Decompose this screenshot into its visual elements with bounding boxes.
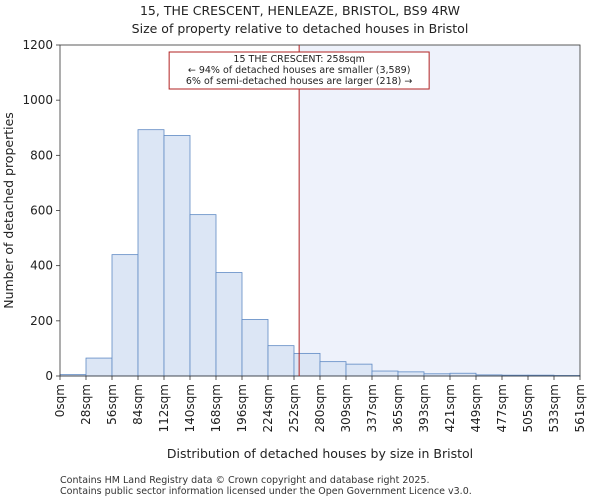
- y-tick-label: 1000: [22, 93, 53, 107]
- y-tick-label: 1200: [22, 38, 53, 52]
- y-tick-label: 600: [30, 204, 53, 218]
- y-axis-ticks: 0 200 400 600 800 1000 1200: [22, 38, 60, 383]
- x-tick-label: 533sqm: [547, 384, 561, 432]
- x-tick-label: 140sqm: [183, 384, 197, 432]
- chart-title: 15, THE CRESCENT, HENLEAZE, BRISTOL, BS9…: [140, 3, 460, 18]
- bar-224sqm: [267, 345, 295, 377]
- annotation-box: [168, 51, 430, 90]
- x-tick-label: 196sqm: [235, 384, 249, 432]
- x-axis-ticks: 0sqm 28sqm 56sqm 84sqm 112sqm 140sqm 168sqm 196…: [53, 376, 587, 432]
- annotation-line-1: 15 THE CRESCENT: 258sqm: [233, 54, 364, 65]
- bar-365sqm: [397, 371, 425, 377]
- x-tick-label: 168sqm: [209, 384, 223, 432]
- x-tick-label: 56sqm: [105, 384, 119, 425]
- x-tick-label: 477sqm: [495, 384, 509, 432]
- bar-84sqm: [137, 129, 165, 377]
- x-tick-label: 280sqm: [313, 384, 327, 432]
- x-tick-label: 505sqm: [521, 384, 535, 432]
- x-tick-label: 0sqm: [53, 384, 67, 417]
- bar-337sqm: [371, 370, 399, 377]
- y-tick-label: 200: [30, 314, 53, 328]
- y-tick-label: 0: [45, 369, 53, 383]
- footer-line-1: Contains HM Land Registry data © Crown c…: [60, 475, 430, 486]
- bar-56sqm: [111, 254, 139, 377]
- bar-112sqm: [163, 135, 191, 377]
- x-tick-label: 112sqm: [157, 384, 171, 432]
- x-tick-label: 28sqm: [79, 384, 93, 425]
- x-tick-label: 393sqm: [417, 384, 431, 432]
- bar-280sqm: [319, 361, 347, 377]
- annotation-line-2: ← 94% of detached houses are smaller (3,…: [188, 65, 411, 76]
- x-tick-label: 309sqm: [339, 384, 353, 432]
- highlight-region: [299, 45, 580, 376]
- x-tick-label: 224sqm: [261, 384, 275, 432]
- x-tick-label: 421sqm: [443, 384, 457, 432]
- x-tick-label: 84sqm: [131, 384, 145, 425]
- bar-252sqm: [293, 352, 321, 377]
- y-axis-label: Number of detached properties: [1, 112, 16, 309]
- bar-309sqm: [345, 363, 373, 377]
- bar-168sqm: [215, 272, 243, 377]
- x-tick-label: 252sqm: [287, 384, 301, 432]
- y-tick-label: 400: [30, 259, 53, 273]
- y-tick-label: 800: [30, 148, 53, 162]
- bar-421sqm: [449, 372, 477, 377]
- annotation-line-3: 6% of semi-detached houses are larger (2…: [186, 76, 413, 87]
- chart-subtitle: Size of property relative to detached ho…: [132, 21, 469, 36]
- x-tick-label: 561sqm: [573, 384, 587, 432]
- x-tick-label: 337sqm: [365, 384, 379, 432]
- footer-line-2: Contains public sector information licen…: [60, 486, 472, 497]
- x-axis-label: Distribution of detached houses by size …: [167, 446, 473, 461]
- x-tick-label: 365sqm: [391, 384, 405, 432]
- bar-28sqm: [85, 357, 113, 377]
- x-tick-label: 449sqm: [469, 384, 483, 432]
- bar-196sqm: [241, 319, 269, 377]
- bar-140sqm: [189, 214, 217, 377]
- bars: [59, 129, 581, 377]
